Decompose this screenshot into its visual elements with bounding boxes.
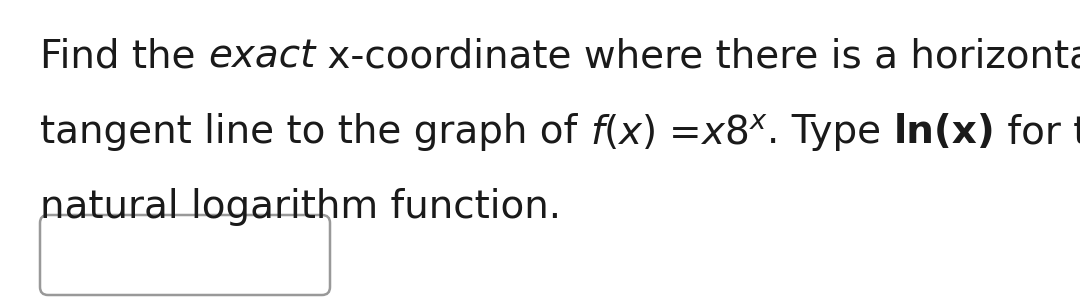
Text: $x8^{x}$: $x8^{x}$ <box>700 113 767 151</box>
FancyBboxPatch shape <box>40 215 330 295</box>
Text: Find the: Find the <box>40 38 207 76</box>
Text: natural logarithm function.: natural logarithm function. <box>40 188 562 226</box>
Text: tangent line to the graph of: tangent line to the graph of <box>40 113 590 151</box>
Text: exact: exact <box>207 38 315 76</box>
Text: $\,=\,$: $\,=\,$ <box>656 113 700 151</box>
Text: x-coordinate where there is a horizontal: x-coordinate where there is a horizontal <box>315 38 1080 76</box>
Text: for the: for the <box>996 113 1080 151</box>
Text: $f(x)$: $f(x)$ <box>590 113 656 152</box>
Text: . Type: . Type <box>767 113 893 151</box>
Text: ln(x): ln(x) <box>893 113 996 151</box>
